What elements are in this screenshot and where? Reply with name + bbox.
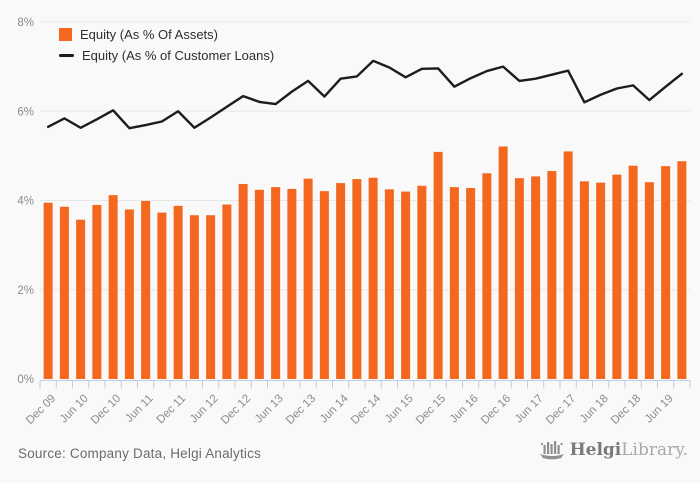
x-axis-label: Jun 19 <box>643 393 676 426</box>
legend-swatch-line <box>59 54 74 57</box>
legend-item-equity-assets[interactable]: Equity (As % Of Assets) <box>59 27 274 42</box>
bar-jun-12[interactable] <box>206 215 216 379</box>
x-axis-label: Jun 18 <box>578 393 611 426</box>
x-axis-label: Jun 13 <box>253 393 286 426</box>
bar-sep-14[interactable] <box>352 179 362 379</box>
bar-sep-15[interactable] <box>417 185 427 379</box>
x-axis-label: Jun 14 <box>318 392 351 425</box>
helgi-logo-icon <box>539 441 564 460</box>
x-axis-label: Dec 14 <box>349 392 384 427</box>
bar-jun-15[interactable] <box>401 191 411 379</box>
x-axis-label: Jun 11 <box>123 393 155 425</box>
x-axis-label: Jun 15 <box>383 393 416 426</box>
bar-dec-18[interactable] <box>628 165 638 379</box>
logo-text-library: Library. <box>621 439 688 460</box>
bar-mar-16[interactable] <box>449 187 459 379</box>
bar-mar-15[interactable] <box>384 189 394 379</box>
y-axis-label: 4% <box>17 196 34 208</box>
x-axis-label: Dec 09 <box>24 393 58 427</box>
bar-dec-11[interactable] <box>173 205 183 379</box>
x-axis-label: Dec 13 <box>284 393 318 427</box>
x-axis-label: Jun 16 <box>448 393 481 426</box>
legend-swatch-bar <box>59 28 72 41</box>
y-axis-label: 0% <box>17 374 34 386</box>
bar-mar-14[interactable] <box>319 191 329 379</box>
bar-mar-13[interactable] <box>254 189 264 379</box>
bar-mar-19[interactable] <box>644 182 654 379</box>
x-axis-label: Dec 15 <box>414 393 448 427</box>
y-axis-label: 6% <box>17 106 34 118</box>
bar-sep-10[interactable] <box>92 204 102 379</box>
x-axis-label: Jun 10 <box>58 393 91 426</box>
x-axis-label: Dec 11 <box>155 393 189 427</box>
x-axis-label: Dec 17 <box>544 393 578 427</box>
legend-label-equity-loans: Equity (As % of Customer Loans) <box>82 48 275 63</box>
bar-sep-13[interactable] <box>287 188 297 379</box>
x-axis-label: Dec 12 <box>219 393 253 427</box>
x-axis-label: Dec 16 <box>479 393 513 427</box>
bar-mar-11[interactable] <box>124 209 134 379</box>
bar-dec-10[interactable] <box>108 195 118 379</box>
x-axis-label: Dec 18 <box>609 393 643 427</box>
bar-jun-14[interactable] <box>336 183 346 379</box>
trend-line-equity-customer-loans <box>46 59 684 130</box>
bar-mar-17[interactable] <box>514 178 524 379</box>
bar-jun-11[interactable] <box>141 200 151 379</box>
bar-dec-16[interactable] <box>498 146 508 379</box>
bar-sep-11[interactable] <box>157 212 167 379</box>
bar-sep-16[interactable] <box>482 173 492 379</box>
bar-mar-12[interactable] <box>189 215 199 379</box>
x-axis-label: Jun 12 <box>188 393 221 426</box>
x-axis-label: Dec 10 <box>89 393 123 427</box>
logo-text-helgi: Helgi <box>569 439 622 460</box>
bar-dec-17[interactable] <box>563 151 573 379</box>
bar-dec-12[interactable] <box>238 183 248 379</box>
bar-jun-16[interactable] <box>466 188 476 379</box>
helgi-library-logo[interactable]: HelgiLibrary. <box>539 438 688 462</box>
bar-mar-10[interactable] <box>59 206 69 379</box>
bar-jun-17[interactable] <box>531 176 541 379</box>
legend-label-equity-assets: Equity (As % Of Assets) <box>80 27 218 42</box>
bar-mar-18[interactable] <box>579 181 589 379</box>
y-axis-label: 2% <box>17 285 34 297</box>
y-axis-label: 8% <box>17 17 34 29</box>
bar-sep-17[interactable] <box>547 171 557 379</box>
bar-dec-14[interactable] <box>368 177 378 379</box>
bar-sep-12[interactable] <box>222 204 232 379</box>
source-note: Source: Company Data, Helgi Analytics <box>18 446 262 461</box>
legend: Equity (As % Of Assets) Equity (As % of … <box>59 27 274 63</box>
bar-sep-18[interactable] <box>612 174 622 379</box>
bar-dec-09[interactable] <box>43 202 53 379</box>
bar-sep-19[interactable] <box>677 161 687 379</box>
legend-item-equity-loans[interactable]: Equity (As % of Customer Loans) <box>59 48 274 63</box>
logo-text: HelgiLibrary. <box>569 439 688 460</box>
bar-jun-19[interactable] <box>661 166 671 379</box>
bar-dec-15[interactable] <box>433 151 443 379</box>
bar-jun-13[interactable] <box>271 187 281 379</box>
bar-jun-10[interactable] <box>76 219 86 379</box>
bar-dec-13[interactable] <box>303 178 313 379</box>
x-axis-label: Jun 17 <box>513 393 546 426</box>
bar-jun-18[interactable] <box>596 182 606 379</box>
footer: Source: Company Data, Helgi Analytics He… <box>0 431 700 483</box>
